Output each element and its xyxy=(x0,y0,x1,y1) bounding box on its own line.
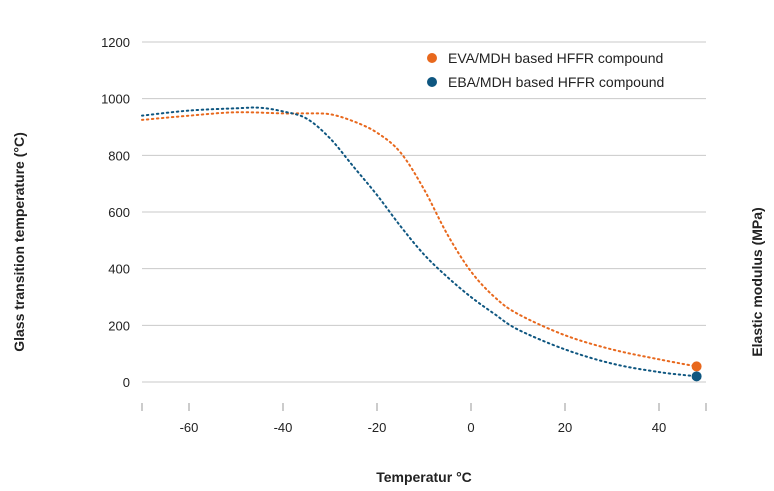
x-tick-label: 20 xyxy=(558,420,572,435)
series-line-eva xyxy=(141,111,698,368)
y-tick-label: 400 xyxy=(108,262,130,277)
legend-label-eva: EVA/MDH based HFFR compound xyxy=(448,50,663,66)
legend-label-eba: EBA/MDH based HFFR compound xyxy=(448,74,664,90)
y-axis-title-left: Glass transition temperature (°C) xyxy=(11,132,27,352)
series-end-point-eva xyxy=(691,361,702,372)
y-tick-label: 800 xyxy=(108,148,130,163)
series-line-eba xyxy=(141,106,698,378)
x-tick-label: -40 xyxy=(274,420,293,435)
x-tick-label: 0 xyxy=(467,420,474,435)
y-tick-label: 600 xyxy=(108,205,130,220)
legend: EVA/MDH based HFFR compound EBA/MDH base… xyxy=(427,50,664,90)
x-tick-label: -20 xyxy=(368,420,387,435)
legend-marker-eva xyxy=(427,53,437,63)
y-tick-label: 1200 xyxy=(101,35,130,50)
legend-marker-eba xyxy=(427,77,437,87)
y-tick-label: 1000 xyxy=(101,92,130,107)
y-tick-label: 0 xyxy=(123,375,130,390)
grid-layer xyxy=(142,41,706,383)
x-axis-title: Temperatur °C xyxy=(376,469,472,485)
y-tick-label: 200 xyxy=(108,318,130,333)
x-tick-label: -60 xyxy=(180,420,199,435)
axis-layer: 0 200 400 600 800 1000 1200 -60 -40 -20 0 20 40 xyxy=(101,35,707,435)
x-tick-label: 40 xyxy=(652,420,666,435)
y-axis-title-right: Elastic modulus (MPa) xyxy=(749,207,765,356)
series-end-point-eba xyxy=(691,371,702,382)
series-layer xyxy=(141,106,702,382)
